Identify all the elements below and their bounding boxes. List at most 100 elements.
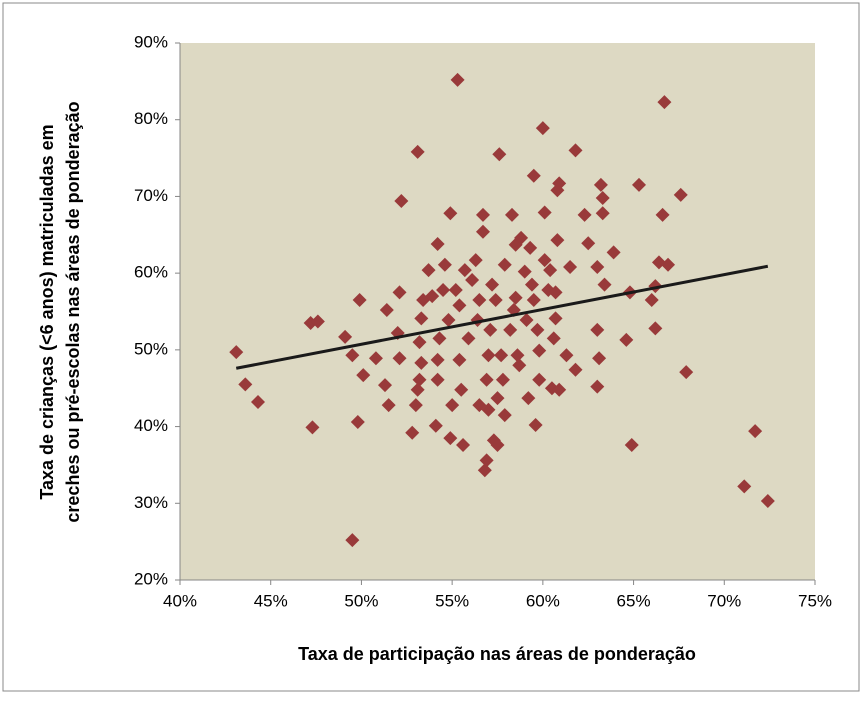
- point: [430, 236, 445, 251]
- point: [229, 345, 244, 360]
- point: [425, 289, 440, 304]
- point: [475, 224, 490, 239]
- point: [606, 245, 621, 260]
- point: [437, 257, 452, 272]
- point: [512, 358, 527, 373]
- point: [508, 290, 523, 305]
- point: [519, 312, 534, 327]
- point: [568, 143, 583, 158]
- point: [392, 285, 407, 300]
- point: [559, 348, 574, 363]
- point: [526, 292, 541, 307]
- point: [405, 425, 420, 440]
- point: [510, 348, 525, 363]
- point: [644, 292, 659, 307]
- point: [443, 431, 458, 446]
- point: [338, 329, 353, 344]
- point: [488, 292, 503, 307]
- point: [581, 236, 596, 251]
- plot-area: [180, 43, 815, 580]
- point: [461, 331, 476, 346]
- point: [479, 453, 494, 468]
- point: [661, 257, 676, 272]
- point: [521, 391, 536, 406]
- point: [472, 292, 487, 307]
- point: [448, 283, 463, 298]
- point: [526, 168, 541, 183]
- point: [490, 391, 505, 406]
- point: [497, 408, 512, 423]
- point: [392, 351, 407, 366]
- point: [593, 177, 608, 192]
- point: [368, 351, 383, 366]
- point: [381, 398, 396, 413]
- point: [350, 414, 365, 429]
- point: [535, 121, 550, 136]
- point: [414, 311, 429, 326]
- y-axis-label: creches ou pré-escolas nas áreas de pond…: [63, 101, 83, 522]
- point: [479, 372, 494, 387]
- point: [436, 283, 451, 298]
- point: [590, 260, 605, 275]
- point: [548, 285, 563, 300]
- point: [523, 240, 538, 255]
- y-axis-label: Taxa de crianças (<6 anos) matriculadas …: [37, 124, 57, 499]
- point: [592, 351, 607, 366]
- point: [495, 372, 510, 387]
- x-axis-label: Taxa de participação nas áreas de ponder…: [298, 644, 696, 664]
- point: [305, 420, 320, 435]
- point: [481, 348, 496, 363]
- point: [532, 372, 547, 387]
- point: [410, 382, 425, 397]
- point: [595, 206, 610, 221]
- point: [590, 379, 605, 394]
- point: [414, 355, 429, 370]
- point: [430, 372, 445, 387]
- point: [356, 368, 371, 383]
- point: [597, 277, 612, 292]
- x-tick-label: 40%: [163, 591, 197, 610]
- point: [430, 352, 445, 367]
- point: [485, 277, 500, 292]
- point: [760, 493, 775, 508]
- point: [412, 372, 427, 387]
- point: [679, 365, 694, 380]
- point: [421, 263, 436, 278]
- point: [505, 207, 520, 222]
- point: [483, 322, 498, 337]
- point: [546, 331, 561, 346]
- point: [452, 298, 467, 313]
- point: [450, 72, 465, 87]
- point: [494, 348, 509, 363]
- x-tick-label: 70%: [707, 591, 741, 610]
- point: [497, 257, 512, 272]
- x-tick-label: 60%: [526, 591, 560, 610]
- point: [456, 437, 471, 452]
- x-tick-label: 65%: [617, 591, 651, 610]
- point: [441, 312, 456, 327]
- point: [410, 144, 425, 159]
- point: [394, 194, 409, 209]
- point: [477, 463, 492, 478]
- point: [251, 395, 266, 410]
- point: [552, 382, 567, 397]
- point: [310, 314, 325, 329]
- point: [543, 263, 558, 278]
- y-tick-label: 70%: [134, 186, 168, 205]
- point: [490, 437, 505, 452]
- x-tick-label: 45%: [254, 591, 288, 610]
- point: [454, 382, 469, 397]
- x-tick-label: 55%: [435, 591, 469, 610]
- point: [468, 253, 483, 268]
- point: [530, 322, 545, 337]
- point: [550, 233, 565, 248]
- point: [537, 253, 552, 268]
- point: [528, 418, 543, 433]
- point: [379, 302, 394, 317]
- point: [590, 322, 605, 337]
- point: [748, 424, 763, 439]
- point: [655, 207, 670, 222]
- point: [452, 352, 467, 367]
- point: [517, 264, 532, 279]
